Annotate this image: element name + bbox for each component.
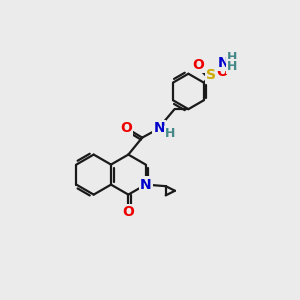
- Text: N: N: [140, 178, 152, 192]
- Text: O: O: [122, 205, 134, 219]
- Text: H: H: [227, 60, 237, 73]
- Text: N: N: [218, 56, 230, 70]
- Text: H: H: [165, 127, 175, 140]
- Text: O: O: [120, 121, 132, 135]
- Text: N: N: [153, 121, 165, 135]
- Text: S: S: [206, 68, 216, 82]
- Text: O: O: [192, 58, 204, 72]
- Text: H: H: [227, 51, 237, 64]
- Text: O: O: [216, 65, 228, 79]
